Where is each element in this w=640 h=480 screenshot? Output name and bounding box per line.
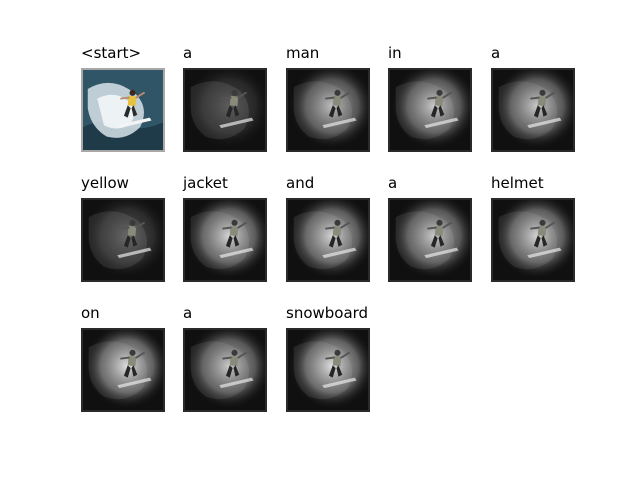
attention-map bbox=[388, 68, 472, 152]
attention-map bbox=[81, 328, 165, 412]
token-word: yellow bbox=[81, 174, 129, 192]
token-word: jacket bbox=[183, 174, 228, 192]
token-word: helmet bbox=[491, 174, 544, 192]
token-word: man bbox=[286, 44, 320, 62]
attention-map bbox=[491, 198, 575, 282]
attention-map bbox=[286, 328, 370, 412]
attention-map bbox=[388, 198, 472, 282]
attention-map bbox=[491, 68, 575, 152]
attention-map bbox=[81, 198, 165, 282]
attention-map bbox=[183, 198, 267, 282]
token-word: and bbox=[286, 174, 315, 192]
token-word: a bbox=[183, 44, 193, 62]
surfer-photo bbox=[81, 68, 165, 152]
token-word: a bbox=[388, 174, 398, 192]
token-word: a bbox=[183, 304, 193, 322]
token-word: on bbox=[81, 304, 100, 322]
token-word: in bbox=[388, 44, 402, 62]
attention-map bbox=[286, 68, 370, 152]
attention-map bbox=[183, 68, 267, 152]
token-word: a bbox=[491, 44, 501, 62]
attention-map bbox=[286, 198, 370, 282]
token-word: snowboard bbox=[286, 304, 369, 322]
attention-map bbox=[183, 328, 267, 412]
token-word: <start> bbox=[81, 44, 142, 62]
